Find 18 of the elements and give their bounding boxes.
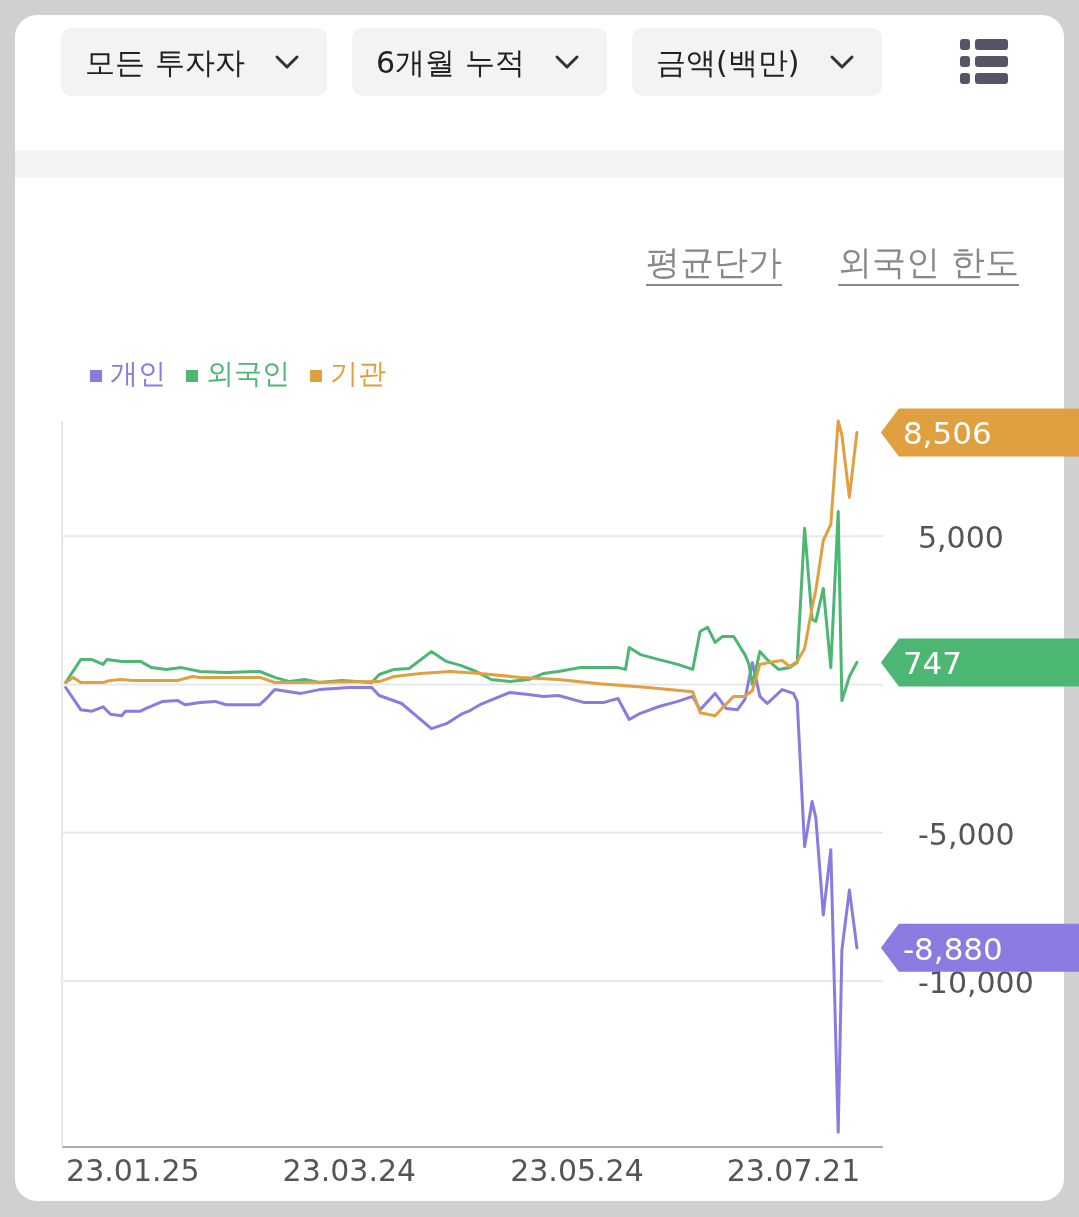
y-tick-label: -5,000 <box>918 816 1015 852</box>
x-tick-label: 23.03.24 <box>282 1153 417 1188</box>
legend-label: 개인 <box>110 357 166 390</box>
value-tag: -8,880 <box>880 923 1079 972</box>
data-label: 747 <box>902 645 963 682</box>
x-tick-label: 23.07.21 <box>726 1153 861 1188</box>
legend-label: 기관 <box>330 357 386 390</box>
x-tick-label: 23.01.25 <box>66 1153 200 1188</box>
data-label: -8,880 <box>902 930 1003 967</box>
x-tick-label: 23.05.24 <box>510 1153 644 1188</box>
data-label: 8,506 <box>902 415 992 452</box>
text: 평균단가 <box>646 242 782 282</box>
value-tag: 747 <box>880 638 1079 687</box>
legend-label: 외국인 <box>206 357 290 390</box>
text: 외국인 한도 <box>838 242 1019 282</box>
controls: 모든 투자자 6개월 누적 금액(백만) <box>61 28 882 96</box>
y-tick-label: 5,000 <box>918 520 1004 556</box>
value-tag: 8,506 <box>880 408 1079 457</box>
